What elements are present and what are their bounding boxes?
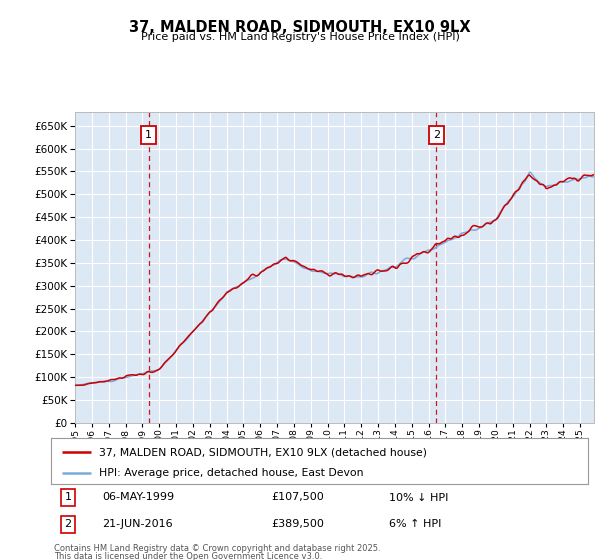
- Text: 37, MALDEN ROAD, SIDMOUTH, EX10 9LX: 37, MALDEN ROAD, SIDMOUTH, EX10 9LX: [129, 20, 471, 35]
- Text: £389,500: £389,500: [271, 519, 324, 529]
- Text: 10% ↓ HPI: 10% ↓ HPI: [389, 492, 449, 502]
- Text: 2: 2: [64, 519, 71, 529]
- Text: Price paid vs. HM Land Registry's House Price Index (HPI): Price paid vs. HM Land Registry's House …: [140, 32, 460, 43]
- Text: Contains HM Land Registry data © Crown copyright and database right 2025.: Contains HM Land Registry data © Crown c…: [54, 544, 380, 553]
- Text: 06-MAY-1999: 06-MAY-1999: [102, 492, 174, 502]
- Text: 37, MALDEN ROAD, SIDMOUTH, EX10 9LX (detached house): 37, MALDEN ROAD, SIDMOUTH, EX10 9LX (det…: [100, 447, 427, 458]
- Text: 1: 1: [145, 130, 152, 140]
- Text: £107,500: £107,500: [271, 492, 324, 502]
- Text: 2: 2: [433, 130, 440, 140]
- Text: 6% ↑ HPI: 6% ↑ HPI: [389, 519, 442, 529]
- Text: HPI: Average price, detached house, East Devon: HPI: Average price, detached house, East…: [100, 468, 364, 478]
- Text: This data is licensed under the Open Government Licence v3.0.: This data is licensed under the Open Gov…: [54, 552, 322, 560]
- Text: 21-JUN-2016: 21-JUN-2016: [102, 519, 173, 529]
- Text: 1: 1: [64, 492, 71, 502]
